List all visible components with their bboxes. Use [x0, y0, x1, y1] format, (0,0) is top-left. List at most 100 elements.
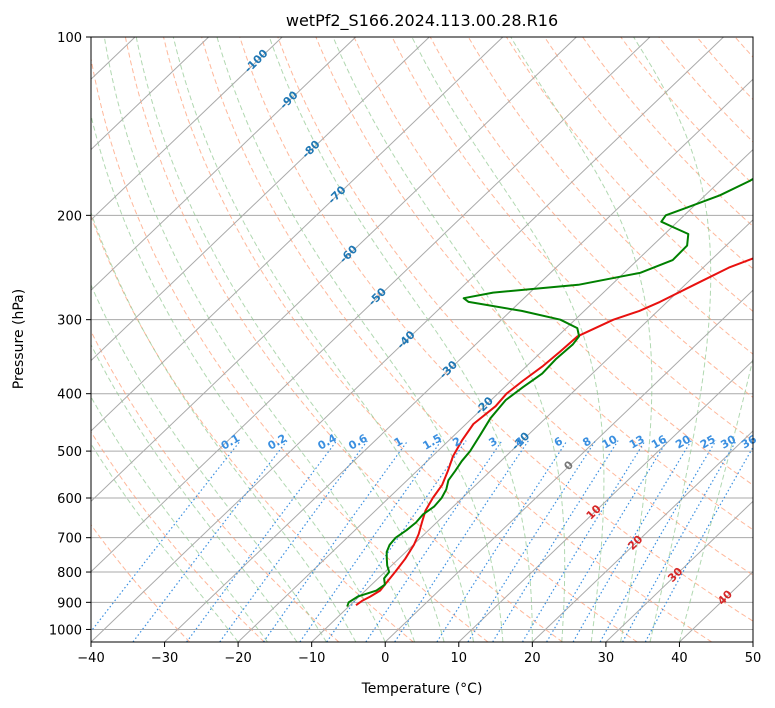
isotherm — [91, 37, 577, 502]
data-lines — [346, 177, 753, 607]
dry-adiabat — [582, 37, 753, 227]
x-tick-label: 30 — [598, 651, 615, 666]
mixing-ratio-line — [132, 440, 288, 642]
dry-adiabat — [734, 37, 753, 58]
mixing-ratio-line — [492, 440, 619, 642]
background-lines — [0, 37, 753, 642]
isotherm — [311, 219, 753, 642]
isotherm — [752, 641, 753, 642]
mixing-ratio-line — [186, 440, 338, 642]
y-axis: 100 200 300 400 500 600 700 800 900 1000 — [49, 31, 91, 638]
mixing-ratio-line — [299, 440, 442, 642]
x-tick-label: −30 — [151, 651, 178, 666]
moist-adiabat — [633, 37, 712, 642]
x-axis-label: Temperature (°C) — [361, 681, 483, 697]
mixing-ratio-line — [467, 440, 597, 642]
mixing-ratio-line — [599, 440, 717, 642]
chart-title: wetPf2_S166.2024.113.00.28.R16 — [286, 11, 558, 31]
moist-adiabat — [268, 37, 533, 642]
moist-adiabat — [172, 37, 474, 642]
moist-adiabat — [91, 442, 239, 642]
moist-adiabat — [135, 37, 445, 642]
mixing-ratio-line — [326, 440, 467, 642]
mixing-ratio-label: 30 — [718, 432, 738, 451]
mixing-ratio-line — [219, 440, 368, 642]
mixing-ratio-label: 8 — [580, 435, 593, 450]
mixing-ratio-label: 20 — [673, 432, 693, 451]
moist-adiabat — [678, 356, 753, 642]
y-tick-label: 700 — [57, 532, 82, 547]
mixing-ratio-label: 13 — [627, 433, 647, 452]
x-axis: −40 −30 −20 −10 0 10 20 30 40 50 — [77, 642, 761, 666]
mixing-ratio-line — [436, 440, 568, 642]
dry-adiabat — [201, 37, 713, 642]
dry-adiabat — [544, 37, 753, 270]
mixing-ratio-label: 36 — [739, 432, 759, 451]
y-tick-label: 800 — [57, 566, 82, 581]
mixing-ratio-label: 16 — [649, 432, 669, 451]
mixing-ratio-line — [521, 440, 646, 642]
x-tick-label: −40 — [77, 651, 104, 666]
isotherm — [531, 430, 753, 642]
dry-adiabat — [315, 37, 753, 531]
y-tick-label: 300 — [57, 314, 82, 329]
isotherm — [384, 289, 753, 642]
moist-adiabat — [91, 211, 357, 642]
mixing-ratio-label: 3 — [486, 435, 499, 450]
moist-adiabat — [510, 37, 653, 642]
moist-adiabat — [91, 283, 327, 642]
moist-adiabat — [332, 37, 566, 642]
dry-adiabat — [239, 37, 753, 622]
dry-adiabat — [620, 37, 753, 185]
mixing-ratio-line — [394, 440, 529, 642]
dry-adiabat — [467, 37, 753, 355]
dry-adiabat — [91, 430, 265, 642]
dry-adiabat — [696, 37, 753, 101]
isotherm — [91, 37, 283, 221]
dry-adiabat — [658, 37, 753, 143]
y-tick-label: 1000 — [49, 623, 82, 638]
dewpoint-line — [346, 177, 753, 607]
mixing-ratio-label: 25 — [698, 433, 718, 452]
isotherm — [91, 37, 209, 151]
isotherm — [91, 37, 357, 291]
x-tick-label: 50 — [745, 651, 762, 666]
mixing-ratio-label: 0.2 — [266, 432, 289, 453]
y-tick-label: 900 — [57, 596, 82, 611]
y-tick-label: 200 — [57, 209, 82, 224]
isotherm — [0, 37, 62, 642]
moist-adiabat — [216, 37, 504, 642]
x-tick-label: 20 — [524, 651, 541, 666]
moist-adiabat — [103, 37, 416, 642]
dry-adiabat — [429, 37, 753, 398]
y-tick-label: 500 — [57, 445, 82, 460]
mixing-ratio-line — [546, 440, 668, 642]
mixing-ratio-label: 0.1 — [219, 432, 242, 453]
mixing-ratio-line — [91, 440, 241, 633]
y-tick-label: 100 — [57, 31, 82, 46]
dry-adiabat — [391, 37, 753, 442]
isotherm — [91, 37, 504, 432]
dry-adiabat — [91, 56, 489, 642]
y-tick-label: 400 — [57, 388, 82, 403]
isotherm — [605, 500, 753, 642]
mixing-ratio-line — [644, 446, 753, 642]
mixing-ratio-line — [572, 440, 692, 642]
x-tick-label: 10 — [451, 651, 468, 666]
mixing-ratio-line — [622, 440, 737, 642]
x-tick-label: 0 — [381, 651, 389, 666]
x-tick-label: −20 — [224, 651, 251, 666]
mixing-ratio-line — [365, 440, 503, 642]
dry-adiabat — [163, 37, 638, 642]
isotherm — [458, 359, 753, 642]
dry-adiabat — [91, 214, 414, 642]
isotherm-label: -100 — [242, 47, 271, 76]
isotherm — [164, 78, 753, 642]
y-tick-label: 600 — [57, 492, 82, 507]
isotherm — [91, 37, 430, 362]
y-axis-label: Pressure (hPa) — [11, 289, 27, 389]
dry-adiabat — [124, 37, 563, 642]
isotherm — [91, 37, 724, 642]
isotherm — [237, 148, 753, 642]
